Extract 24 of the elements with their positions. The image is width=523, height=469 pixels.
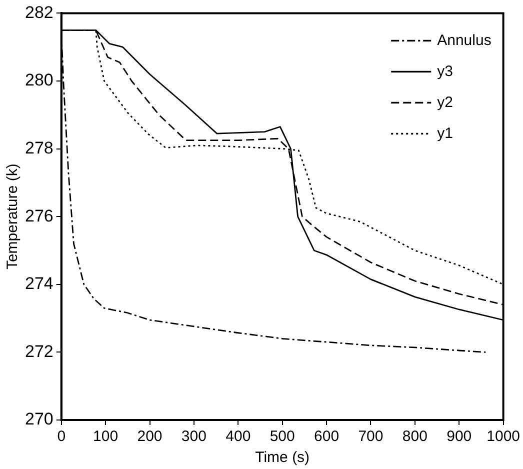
x-tick-label: 0 <box>57 428 66 446</box>
x-tick-label: 500 <box>270 428 295 446</box>
x-tick-label: 600 <box>314 428 340 446</box>
y-tick-label: 274 <box>24 274 54 294</box>
x-tick-label: 800 <box>402 428 428 446</box>
y-tick-label: 276 <box>24 206 54 226</box>
x-tick-label: 200 <box>137 428 162 446</box>
x-axis-title: Time (s) <box>255 449 310 466</box>
y-tick-label: 280 <box>24 70 54 90</box>
x-tick-label: 300 <box>181 428 206 446</box>
y-tick-label: 272 <box>24 342 54 361</box>
x-tick-label: 900 <box>446 428 472 446</box>
legend-label: Annulus <box>437 32 492 49</box>
y-tick-label: 278 <box>24 138 54 158</box>
legend-label: y2 <box>437 94 453 111</box>
legend-label: y1 <box>437 124 453 142</box>
y-axis-title: Temperature (k) <box>4 164 22 270</box>
x-tick-label: 100 <box>93 428 118 446</box>
y-tick-label: 282 <box>24 2 54 22</box>
x-tick-label: 1000 <box>486 428 520 446</box>
x-tick-label: 700 <box>358 428 384 446</box>
x-tick-label: 400 <box>226 428 251 446</box>
y-tick-label: 270 <box>24 410 54 429</box>
legend-label: y3 <box>437 62 453 80</box>
